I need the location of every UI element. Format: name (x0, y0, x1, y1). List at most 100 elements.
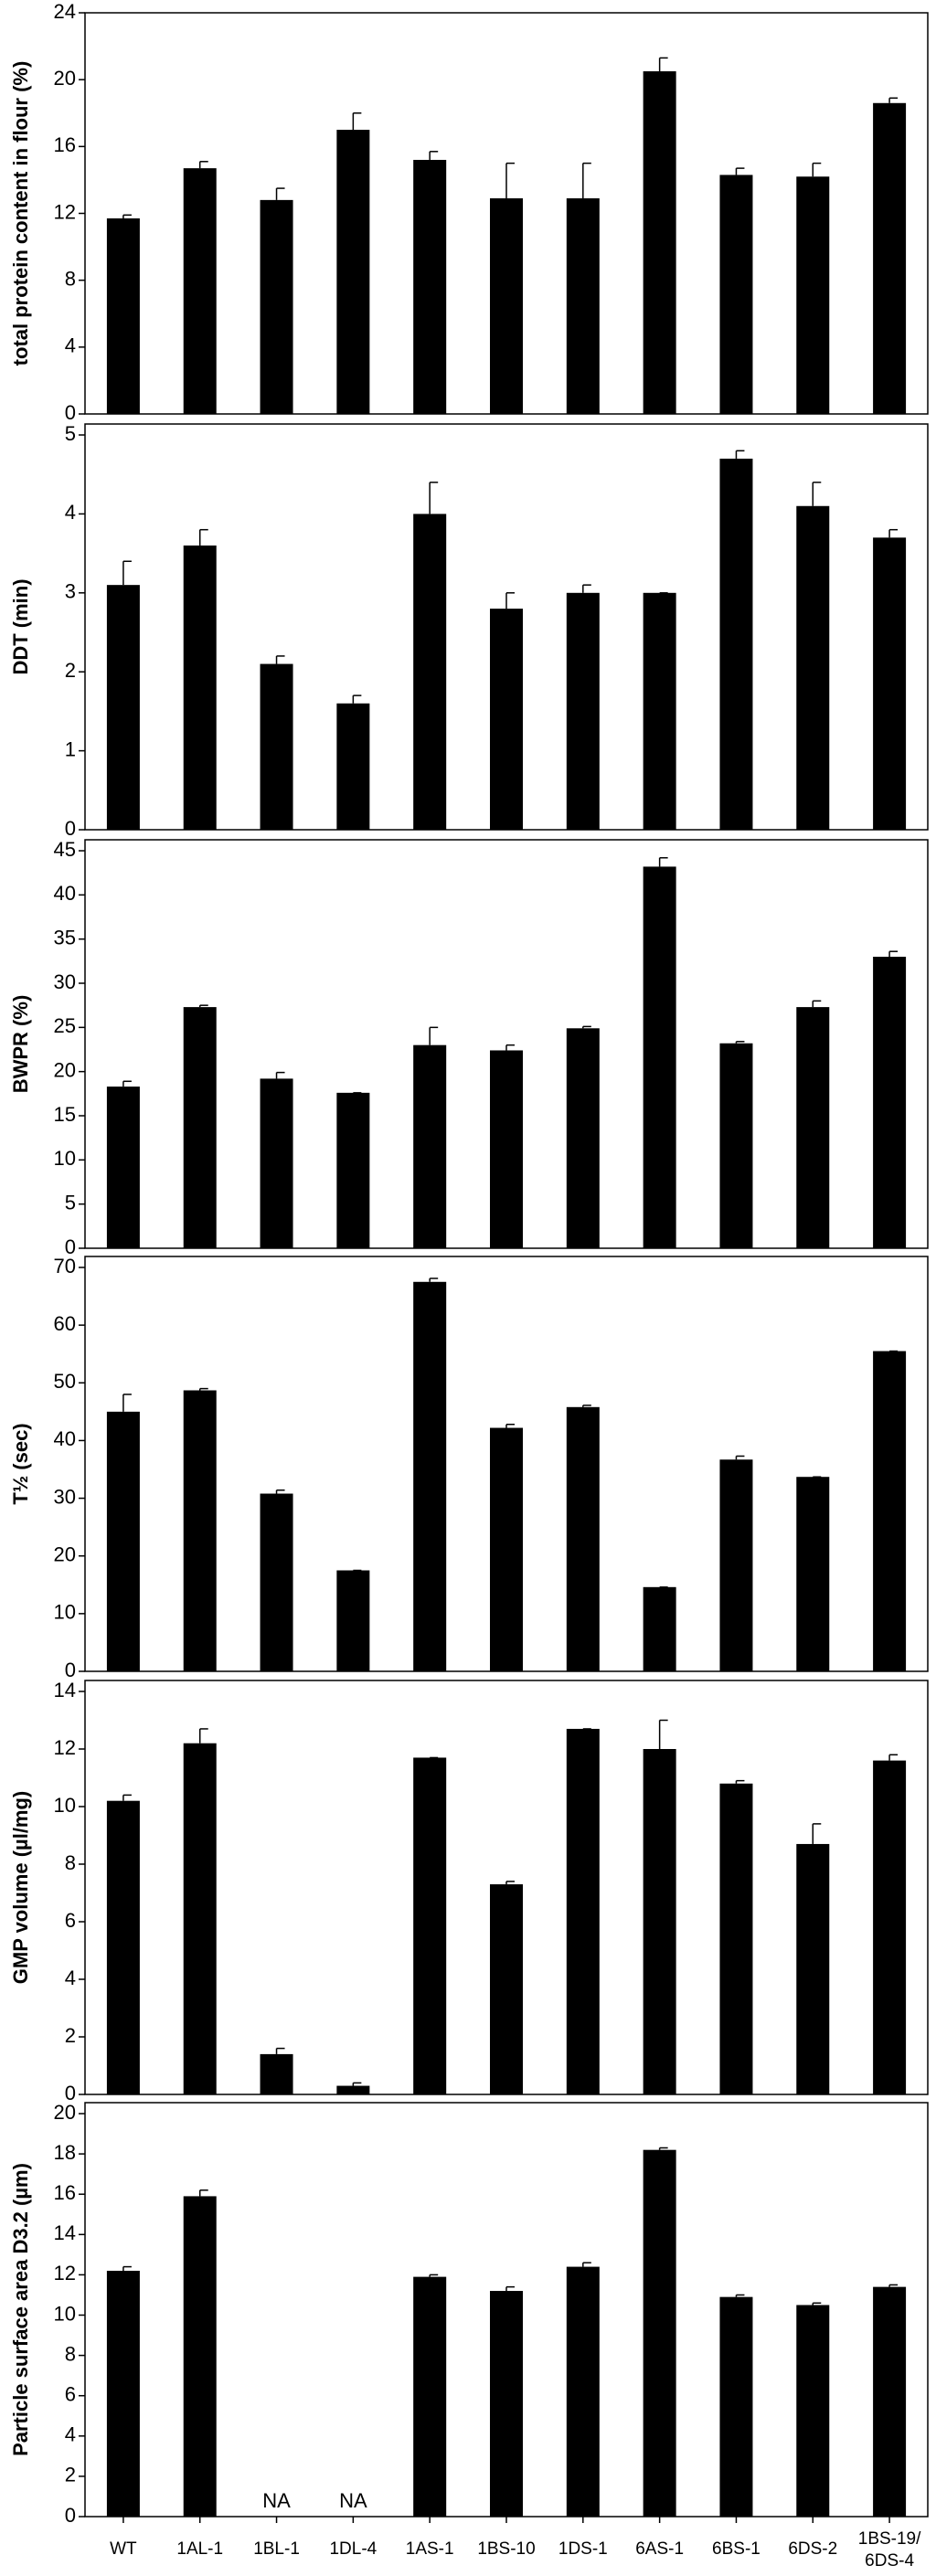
bar (719, 458, 753, 830)
bar (106, 1800, 140, 2094)
bar (106, 217, 140, 414)
bar (183, 1390, 217, 1671)
y-tick-label: 3 (65, 580, 76, 603)
bar (643, 1749, 676, 2094)
bar (260, 663, 293, 830)
y-tick-label: 0 (65, 2082, 76, 2104)
bar (413, 2276, 447, 2517)
x-tick-label: 6AS-1 (635, 2539, 684, 2559)
bar (260, 1493, 293, 1671)
y-tick-label: 12 (54, 1736, 76, 1759)
y-axis-label: total protein content in flour (%) (9, 61, 32, 366)
bar (336, 1570, 370, 1671)
bar (643, 71, 676, 414)
bar (336, 2085, 370, 2094)
bar (796, 1007, 830, 1248)
bar (183, 2196, 217, 2517)
bar (413, 159, 447, 414)
bar (643, 2149, 676, 2517)
bar (719, 175, 753, 414)
value-label: NA (262, 2489, 291, 2512)
y-tick-label: 6 (65, 1909, 76, 1932)
bar (490, 198, 523, 414)
bar (490, 1050, 523, 1248)
y-axis-label: Particle surface area D3.2 (µm) (9, 2163, 32, 2456)
y-tick-label: 70 (54, 1255, 76, 1277)
y-tick-label: 4 (65, 2423, 76, 2446)
y-tick-label: 24 (54, 0, 76, 23)
bar (490, 1427, 523, 1671)
bar (490, 609, 523, 830)
x-tick-label: 6BS-1 (712, 2539, 760, 2559)
y-axis-label: T½ (sec) (9, 1423, 32, 1504)
bar (336, 1092, 370, 1248)
y-tick-label: 30 (54, 1485, 76, 1508)
bar (796, 2305, 830, 2517)
bar (873, 957, 907, 1248)
y-tick-label: 5 (65, 422, 76, 445)
y-axis-label: GMP volume (µl/mg) (9, 1791, 32, 1985)
y-tick-label: 6 (65, 2383, 76, 2406)
bar (106, 1087, 140, 1248)
y-tick-label: 20 (54, 2101, 76, 2124)
y-tick-label: 20 (54, 1058, 76, 1081)
y-tick-label: 10 (54, 1794, 76, 1817)
x-tick-label: 1BS-19/6DS-4 (858, 2529, 921, 2571)
bar (106, 585, 140, 830)
bar (566, 1728, 600, 2094)
bar (796, 1477, 830, 1671)
y-tick-label: 8 (65, 267, 76, 290)
x-tick-label: 1DL-4 (329, 2539, 377, 2559)
y-tick-label: 4 (65, 334, 76, 357)
bar (796, 505, 830, 830)
y-tick-label: 50 (54, 1370, 76, 1393)
y-tick-label: 5 (65, 1191, 76, 1214)
bar (490, 1884, 523, 2094)
y-tick-label: 2 (65, 2464, 76, 2486)
value-label: NA (339, 2489, 367, 2512)
bar (566, 592, 600, 830)
y-tick-label: 2 (65, 659, 76, 682)
y-tick-label: 35 (54, 926, 76, 949)
bar (796, 176, 830, 414)
bar (106, 1411, 140, 1671)
bar (719, 1043, 753, 1248)
y-tick-label: 8 (65, 1851, 76, 1874)
y-tick-label: 14 (54, 1679, 76, 1701)
y-tick-label: 10 (54, 1601, 76, 1624)
y-tick-label: 30 (54, 970, 76, 993)
y-tick-label: 14 (54, 2221, 76, 2244)
bar (719, 1459, 753, 1671)
y-tick-label: 2 (65, 2024, 76, 2047)
x-tick-label: 1DS-1 (558, 2539, 608, 2559)
x-tick-label: 6DS-2 (788, 2539, 837, 2559)
bar (566, 2266, 600, 2517)
y-axis-label: DDT (min) (9, 578, 32, 674)
y-tick-label: 0 (65, 817, 76, 840)
bar (643, 592, 676, 830)
bar (336, 703, 370, 830)
y-tick-label: 15 (54, 1103, 76, 1126)
bar (873, 1760, 907, 2094)
bar (566, 1028, 600, 1248)
y-tick-label: 16 (54, 133, 76, 156)
bar (260, 2053, 293, 2094)
bar (490, 2291, 523, 2517)
bar (183, 1007, 217, 1248)
y-tick-label: 4 (65, 1966, 76, 1989)
x-tick-label: 1AL-1 (176, 2539, 223, 2559)
bar (183, 545, 217, 830)
bar (413, 1281, 447, 1671)
y-tick-label: 10 (54, 1147, 76, 1170)
y-tick-label: 8 (65, 2342, 76, 2365)
bar (260, 199, 293, 414)
y-tick-label: 20 (54, 67, 76, 90)
y-axis-label: BWPR (%) (9, 995, 32, 1094)
bar (413, 1044, 447, 1248)
y-tick-label: 25 (54, 1014, 76, 1037)
y-tick-label: 0 (65, 1659, 76, 1681)
bar (873, 102, 907, 415)
bar (336, 130, 370, 414)
y-tick-label: 10 (54, 2302, 76, 2325)
